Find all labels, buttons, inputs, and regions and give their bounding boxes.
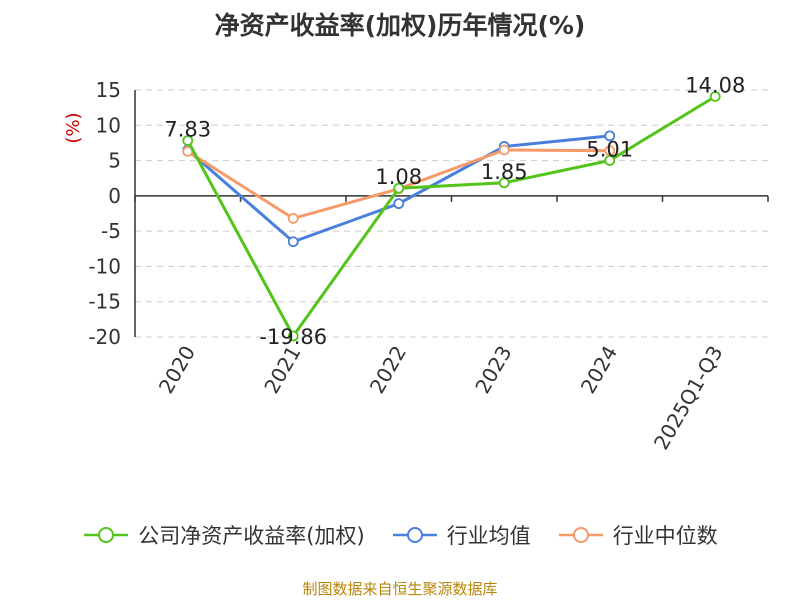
legend-item-industry-mean[interactable]: 行业均值 — [391, 520, 531, 550]
data-point — [393, 198, 405, 210]
legend-marker-industry-mean — [392, 527, 437, 543]
data-label: -19.86 — [259, 325, 327, 349]
x-tick-label: 2022 — [365, 342, 411, 398]
data-point — [498, 144, 510, 156]
x-tick-label: 2024 — [576, 342, 622, 398]
data-label: 7.83 — [164, 118, 211, 142]
y-axis-label: (%) — [63, 112, 84, 143]
legend-label-company: 公司净资产收益率(加权) — [138, 524, 365, 548]
data-point — [709, 91, 721, 102]
y-tick-label: 0 — [108, 184, 121, 208]
legend-label-industry-median: 行业中位数 — [612, 524, 718, 548]
legend-label-industry-mean: 行业均值 — [446, 524, 531, 548]
data-point — [604, 155, 616, 166]
legend: 公司净资产收益率(加权) 行业均值 行业中位数 — [0, 520, 800, 550]
data-point — [287, 330, 299, 342]
y-tick-label: 5 — [108, 149, 121, 173]
x-tick-label: 2025Q1-Q3 — [649, 342, 728, 454]
y-tick-label: -15 — [88, 290, 121, 314]
data-label: 1.85 — [481, 160, 528, 184]
data-point — [182, 135, 194, 146]
data-point — [393, 182, 405, 194]
data-point — [287, 236, 299, 248]
x-tick-label: 2023 — [470, 342, 516, 398]
legend-item-industry-median[interactable]: 行业中位数 — [557, 520, 718, 550]
data-point — [287, 213, 299, 224]
y-tick-label: -10 — [88, 254, 121, 278]
legend-marker-industry-median — [558, 527, 603, 543]
data-point — [498, 177, 510, 189]
data-label: 1.08 — [375, 165, 422, 189]
source-note: 制图数据来自恒生聚源数据库 — [302, 580, 498, 598]
data-label: 14.08 — [685, 73, 745, 97]
data-label: 5.01 — [586, 138, 633, 162]
y-tick-label: 10 — [96, 113, 121, 137]
legend-marker-company — [84, 527, 129, 543]
y-tick-label: 15 — [96, 78, 121, 102]
x-tick-label: 2021 — [259, 342, 305, 398]
legend-item-company[interactable]: 公司净资产收益率(加权) — [82, 520, 365, 550]
y-tick-label: -5 — [101, 219, 121, 243]
chart-title: 净资产收益率(加权)历年情况(%) — [214, 11, 586, 40]
series-line-0 — [186, 95, 717, 338]
x-tick-label: 2020 — [154, 342, 200, 398]
y-tick-label: -20 — [88, 325, 121, 349]
data-point — [604, 130, 616, 142]
